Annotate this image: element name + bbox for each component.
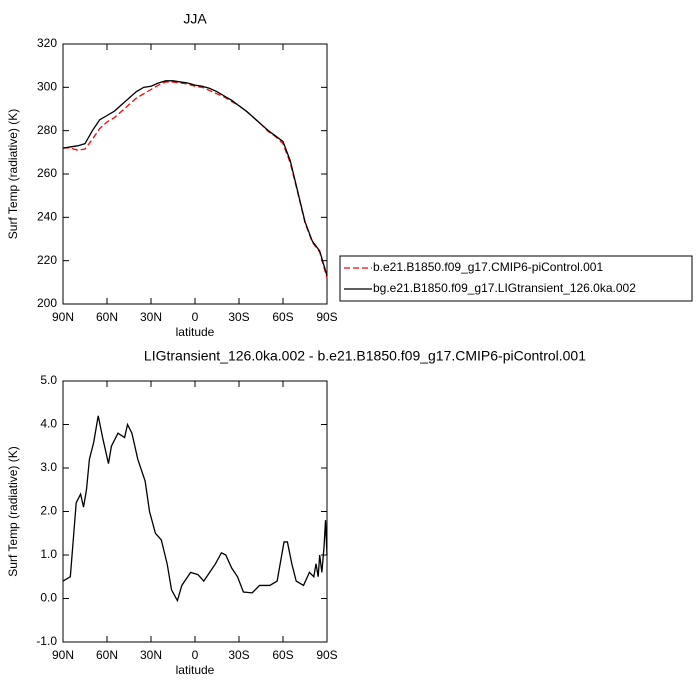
x-tick-label: 30N [140, 310, 162, 324]
x-tick-label: 60S [272, 310, 293, 324]
x-tick-label: 60S [272, 648, 293, 662]
y-tick-label: 2.0 [40, 504, 57, 518]
x-tick-label: 60N [96, 648, 118, 662]
y-tick-label: 4.0 [40, 417, 57, 431]
x-tick-label: 90N [52, 648, 74, 662]
y-tick-label: 280 [37, 123, 57, 137]
x-axis-label: latitude [176, 663, 215, 677]
legend-box [339, 255, 693, 302]
x-tick-label: 30S [228, 310, 249, 324]
x-tick-label: 90S [316, 648, 337, 662]
data-line [62, 80, 328, 277]
data-line [63, 81, 328, 279]
x-tick-label: 30N [140, 648, 162, 662]
y-tick-label: 320 [37, 36, 57, 50]
plot-frame [62, 43, 328, 305]
x-tick-label: 60N [96, 310, 118, 324]
chart-title: LIGtransient_126.0ka.002 - b.e21.B1850.f… [144, 348, 586, 364]
x-tick-label: 90N [52, 310, 74, 324]
x-tick-label: 30S [228, 648, 249, 662]
y-tick-label: 200 [37, 296, 57, 310]
y-tick-label: 1.0 [40, 547, 57, 561]
y-tick-label: 5.0 [40, 373, 57, 387]
plot-frame [62, 380, 328, 643]
y-tick-label: 300 [37, 80, 57, 94]
y-tick-label: 3.0 [40, 460, 57, 474]
legend-label: bg.e21.B1850.f09_g17.LIGtransient_126.0k… [373, 281, 636, 295]
y-axis-label: Surf Temp (radiative) (K) [6, 446, 20, 576]
x-tick-label: 0 [192, 648, 199, 662]
y-tick-label: -1.0 [36, 634, 57, 648]
y-tick-label: 0.0 [40, 591, 57, 605]
y-tick-label: 240 [37, 210, 57, 224]
x-tick-label: 90S [316, 310, 337, 324]
y-tick-label: 220 [37, 253, 57, 267]
data-line [62, 415, 328, 603]
legend-label: b.e21.B1850.f09_g17.CMIP6-piControl.001 [373, 260, 603, 274]
x-axis-label: latitude [176, 325, 215, 339]
y-tick-label: 260 [37, 166, 57, 180]
chart-title: JJA [183, 11, 207, 27]
x-tick-label: 0 [192, 310, 199, 324]
y-axis-label: Surf Temp (radiative) (K) [6, 109, 20, 239]
